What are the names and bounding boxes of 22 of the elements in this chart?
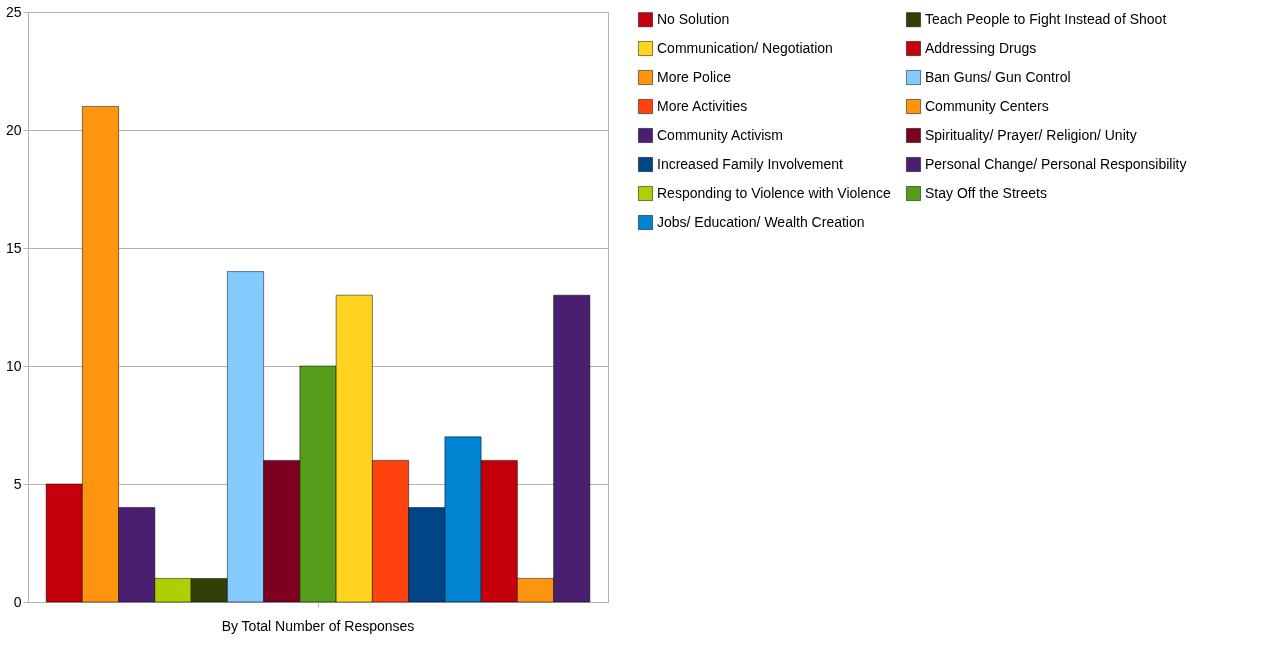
y-tick-label: 0	[13, 593, 22, 610]
y-tick-label: 25	[5, 3, 22, 20]
legend-label: Stay Off the Streets	[925, 184, 1047, 201]
x-tick-label: By Total Number of Responses	[221, 617, 415, 634]
legend-label: Teach People to Fight Instead of Shoot	[925, 10, 1167, 27]
legend-label: More Activities	[657, 97, 748, 114]
legend-label: Responding to Violence with Violence	[657, 184, 891, 201]
legend-label: Community Centers	[925, 97, 1049, 114]
legend-label: Personal Change/ Personal Responsibility	[925, 155, 1187, 172]
y-tick-label: 20	[5, 121, 22, 138]
legend-label: Communication/ Negotiation	[657, 39, 833, 56]
legend-label: Spirituality/ Prayer/ Religion/ Unity	[925, 126, 1137, 143]
legend-label: Ban Guns/ Gun Control	[925, 68, 1071, 85]
legend-label: Addressing Drugs	[925, 39, 1037, 56]
y-tick-label: 5	[13, 475, 22, 492]
legend-label: Community Activism	[657, 126, 784, 143]
legend-label: Increased Family Involvement	[657, 155, 844, 172]
legend-label: No Solution	[657, 10, 730, 27]
legend-label: Jobs/ Education/ Wealth Creation	[657, 213, 865, 230]
y-tick-label: 15	[5, 239, 22, 256]
legend-label: More Police	[657, 68, 732, 85]
y-tick-label: 10	[5, 357, 22, 374]
